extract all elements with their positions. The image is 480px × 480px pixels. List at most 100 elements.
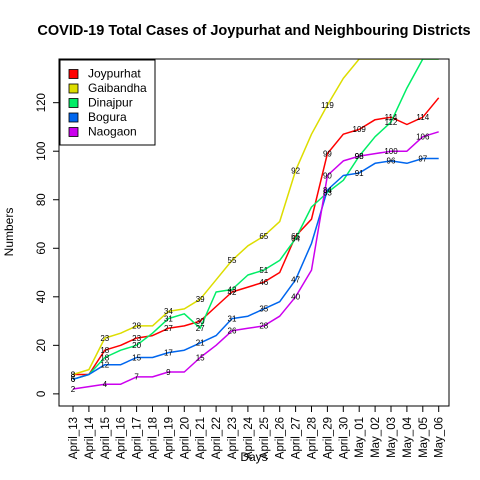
x-tick-label: April_24	[243, 416, 255, 459]
data-label: 23	[132, 334, 141, 343]
data-label: 6	[71, 375, 76, 384]
x-tick-label: April_30	[338, 417, 350, 459]
data-label: 106	[416, 132, 430, 141]
series-line-dinajpur	[72, 59, 439, 381]
x-tick-label: May_05	[418, 417, 430, 458]
x-tick-label: April_14	[84, 416, 96, 459]
data-label: 12	[100, 361, 109, 370]
plot-frame	[58, 58, 450, 407]
x-tick-label: April_16	[116, 417, 128, 459]
data-label: 35	[259, 305, 268, 314]
legend-swatch	[68, 112, 79, 123]
legend-label: Gaibandha	[88, 81, 147, 95]
series-line-naogaon	[72, 131, 439, 390]
data-label: 43	[228, 285, 237, 294]
x-tick-label: April_27	[291, 417, 303, 459]
y-tick-label: 0	[36, 391, 48, 397]
data-label: 9	[166, 368, 171, 377]
data-label: 8	[71, 370, 76, 379]
data-label: 65	[291, 232, 300, 241]
data-label: 18	[100, 346, 109, 355]
chart-title: COVID-19 Total Cases of Joypurhat and Ne…	[37, 23, 470, 39]
data-label: 84	[323, 186, 332, 195]
legend-label: Joypurhat	[88, 67, 141, 81]
data-label: 99	[323, 149, 332, 158]
data-label: 31	[228, 314, 237, 323]
legend-label: Dinajpur	[88, 96, 133, 110]
x-tick-label: April_17	[132, 417, 144, 459]
x-tick-label: May_01	[354, 417, 366, 458]
data-label: 15	[196, 353, 205, 362]
data-label: 17	[164, 348, 173, 357]
series-line-joypurhat	[73, 97, 440, 376]
data-label: 27	[164, 324, 173, 333]
data-label: 26	[228, 327, 237, 336]
data-label: 7	[134, 373, 139, 382]
x-tick-label: April_19	[163, 417, 175, 459]
legend-swatch	[68, 127, 79, 137]
x-tick-label: May_02	[370, 417, 382, 458]
y-tick-label: 120	[36, 93, 48, 112]
data-label: 96	[387, 157, 396, 166]
data-label: 40	[291, 293, 300, 302]
data-label: 109	[353, 125, 367, 134]
data-label: 21	[196, 339, 205, 348]
data-label: 6	[71, 375, 76, 384]
x-tick-label: April_29	[322, 417, 334, 459]
legend-swatch	[68, 69, 79, 79]
x-tick-label: April_20	[179, 417, 191, 459]
data-label: 46	[259, 278, 268, 287]
data-label: 28	[259, 322, 268, 331]
legend-swatch	[68, 98, 79, 108]
data-label: 119	[321, 101, 334, 110]
data-label: 8	[71, 370, 76, 379]
series-layer	[72, 59, 440, 390]
y-tick-label: 60	[36, 242, 48, 255]
series-line-gaibandha	[72, 59, 439, 376]
data-label: 15	[132, 353, 141, 362]
x-tick-label: April_28	[307, 417, 319, 459]
data-label: 23	[100, 334, 109, 343]
y-tick-label: 40	[36, 290, 48, 303]
data-label: 114	[416, 113, 429, 122]
data-label: 65	[259, 232, 268, 241]
data-label: 4	[103, 380, 108, 389]
data-label: 114	[385, 113, 398, 122]
legend-swatch	[68, 83, 79, 94]
y-tick-label: 100	[36, 142, 48, 161]
data-label: 2	[71, 385, 76, 394]
series-line-bogura	[72, 157, 439, 381]
x-tick-label: May_06	[434, 417, 446, 458]
data-label: 28	[132, 322, 141, 331]
legend-label: Bogura	[88, 110, 127, 124]
data-label: 39	[196, 295, 205, 304]
data-label: 18	[100, 353, 109, 362]
x-tick-label: April_26	[275, 417, 287, 459]
x-tick-label: April_18	[148, 417, 160, 459]
y-axis: 0 20 40 60 80 100 120	[36, 93, 59, 397]
data-label: 27	[196, 324, 205, 333]
x-axis: April_13 April_14 April_15 April_16 April_17…	[68, 406, 446, 459]
x-tick-label: May_03	[386, 417, 398, 458]
data-label: 92	[291, 166, 300, 175]
x-tick-label: April_22	[211, 417, 223, 459]
y-tick-label: 20	[36, 339, 48, 352]
data-label: 112	[385, 118, 398, 127]
y-axis-label: Numbers	[2, 208, 16, 257]
data-label: 83	[323, 188, 332, 197]
data-label: 97	[418, 154, 427, 163]
data-label: 98	[355, 152, 364, 161]
data-label: 55	[228, 256, 237, 265]
x-tick-label: April_21	[195, 417, 207, 459]
data-label: 20	[132, 341, 141, 350]
x-axis-label: Days	[240, 450, 267, 464]
data-label: 51	[259, 266, 268, 275]
x-tick-label: April_25	[259, 417, 271, 459]
data-label: 31	[164, 314, 173, 323]
y-tick-label: 80	[36, 193, 48, 206]
data-label: 98	[355, 152, 364, 161]
x-tick-label: April_23	[227, 417, 239, 459]
x-tick-label: April_13	[68, 417, 80, 459]
